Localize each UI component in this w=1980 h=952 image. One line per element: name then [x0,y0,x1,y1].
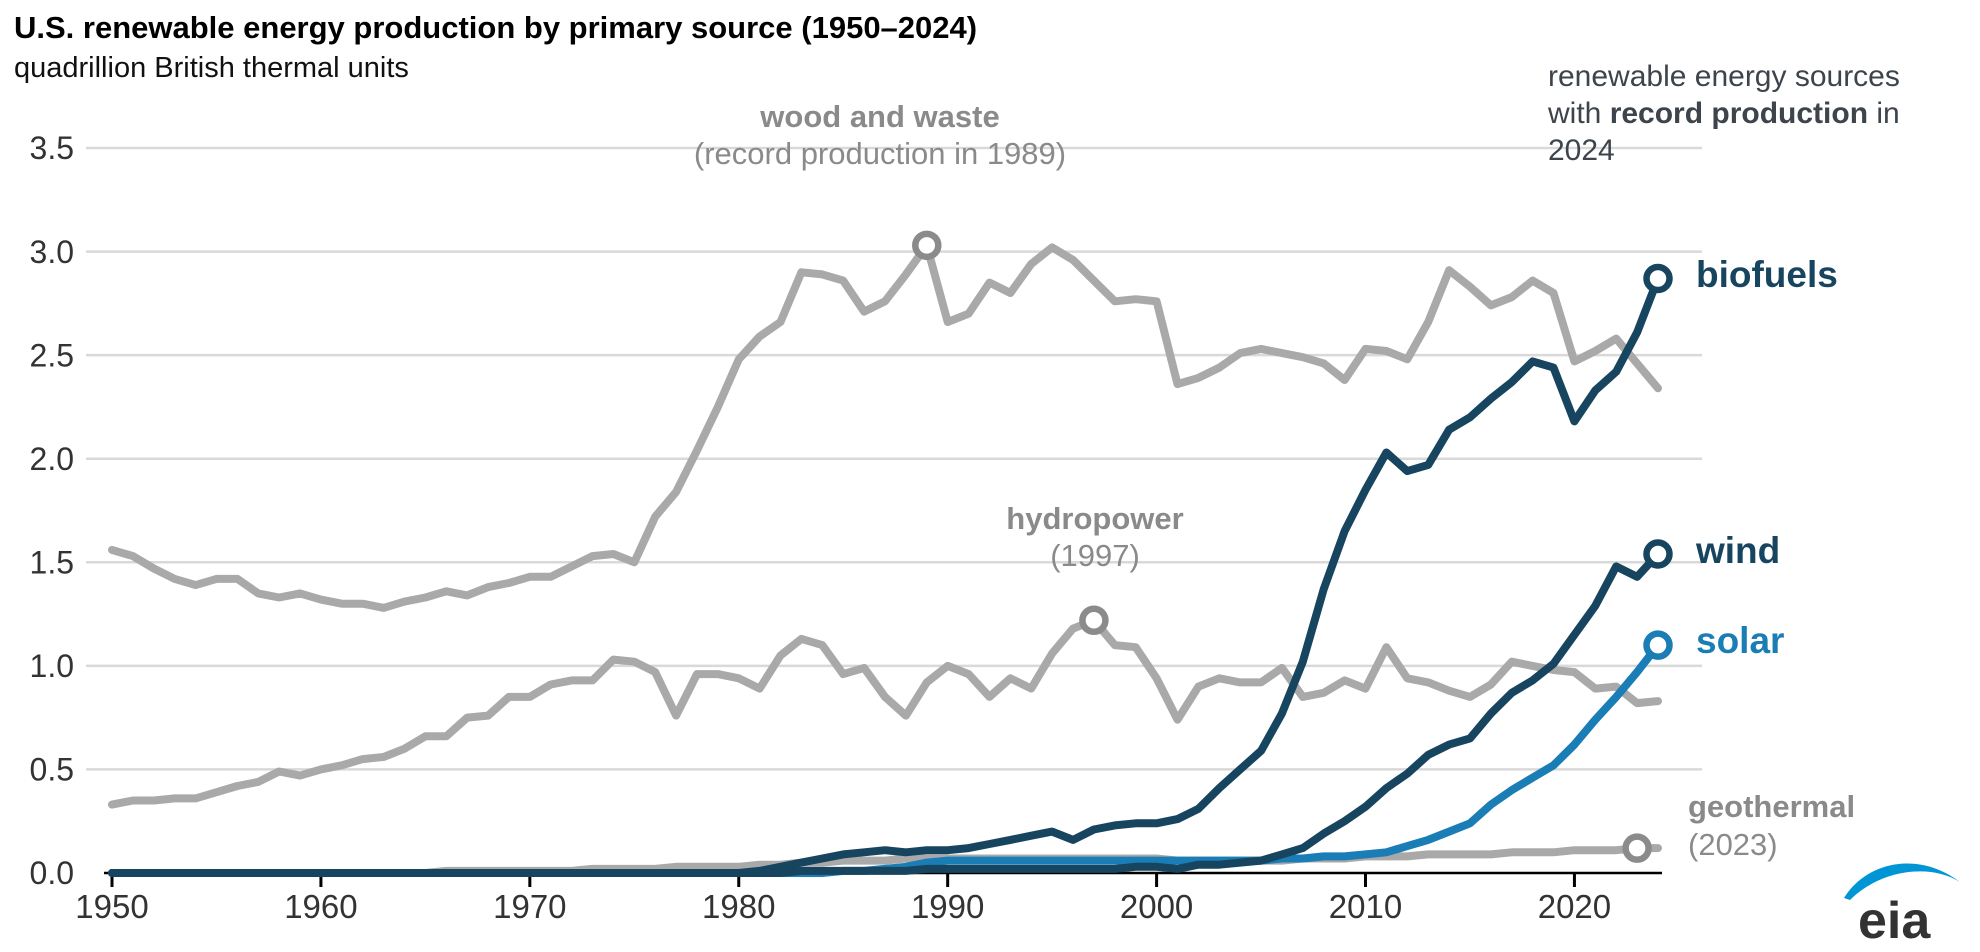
page-subtitle: quadrillion British thermal units [14,52,409,84]
hydro-annotation-title: hydropower [1006,501,1184,536]
geothermal-line-label: geothermal (2023) [1688,788,1855,864]
y-axis-label-3.0: 3.0 [30,234,74,270]
marker-wind-2024 [1643,539,1673,569]
series-line-hydropower [108,616,1662,809]
wood-annotation-title: wood and waste [760,99,1000,134]
x-axis-label-2000: 2000 [1120,888,1193,925]
eia-logo-swoosh-icon [1844,863,1960,900]
x-axis-label-1960: 1960 [284,888,357,925]
y-axis-label-2.0: 2.0 [30,441,74,477]
y-axis-label-0.5: 0.5 [30,752,74,788]
hydropower-annotation: hydropower (1997) [960,500,1230,574]
hydro-annotation-detail: (1997) [1050,538,1140,573]
solar-line-label: solar [1696,620,1785,661]
x-axis-label-1970: 1970 [493,888,566,925]
eia-logo-text: eia [1858,892,1931,946]
geothermal-label-title: geothermal [1688,789,1856,824]
x-axis-label-2020: 2020 [1538,888,1611,925]
record-note-bold: record production [1609,97,1869,130]
x-axis-label-1950: 1950 [75,888,148,925]
marker-biofuels-2024 [1643,263,1673,294]
geothermal-label-year: (2023) [1688,827,1778,862]
y-axis-label-3.5: 3.5 [30,130,74,166]
marker-hydropower-1997 [1079,605,1109,636]
eia-logo: eia [1844,863,1960,946]
page-title: U.S. renewable energy production by prim… [14,10,978,45]
wood-and-waste-annotation: wood and waste (record production in 198… [650,98,1110,172]
x-axis-label-2010: 2010 [1329,888,1402,925]
marker-solar-2024 [1643,630,1673,660]
biofuels-line-label: biofuels [1696,254,1838,295]
record-2024-annotation: renewable energy sources with record pro… [1548,58,1938,169]
x-axis-label-1980: 1980 [702,888,775,925]
y-axis-label-1.5: 1.5 [30,544,74,580]
series-line-biofuels [108,274,1662,877]
record-note-pre: renewable energy sources with [1548,60,1900,130]
marker-geothermal-2023 [1622,833,1652,863]
marker-wood_and_waste-1989 [912,230,942,261]
y-axis-label-2.5: 2.5 [30,337,74,373]
series-line-wood_and_waste [108,241,1662,612]
record-note-post: in 2024 [1548,97,1900,167]
wood-annotation-detail: (record production in 1989) [693,136,1067,171]
y-axis-label-0.0: 0.0 [30,855,74,891]
y-axis-label-1.0: 1.0 [30,648,74,684]
x-axis-label-1990: 1990 [911,888,984,925]
wind-line-label: wind [1696,530,1781,571]
